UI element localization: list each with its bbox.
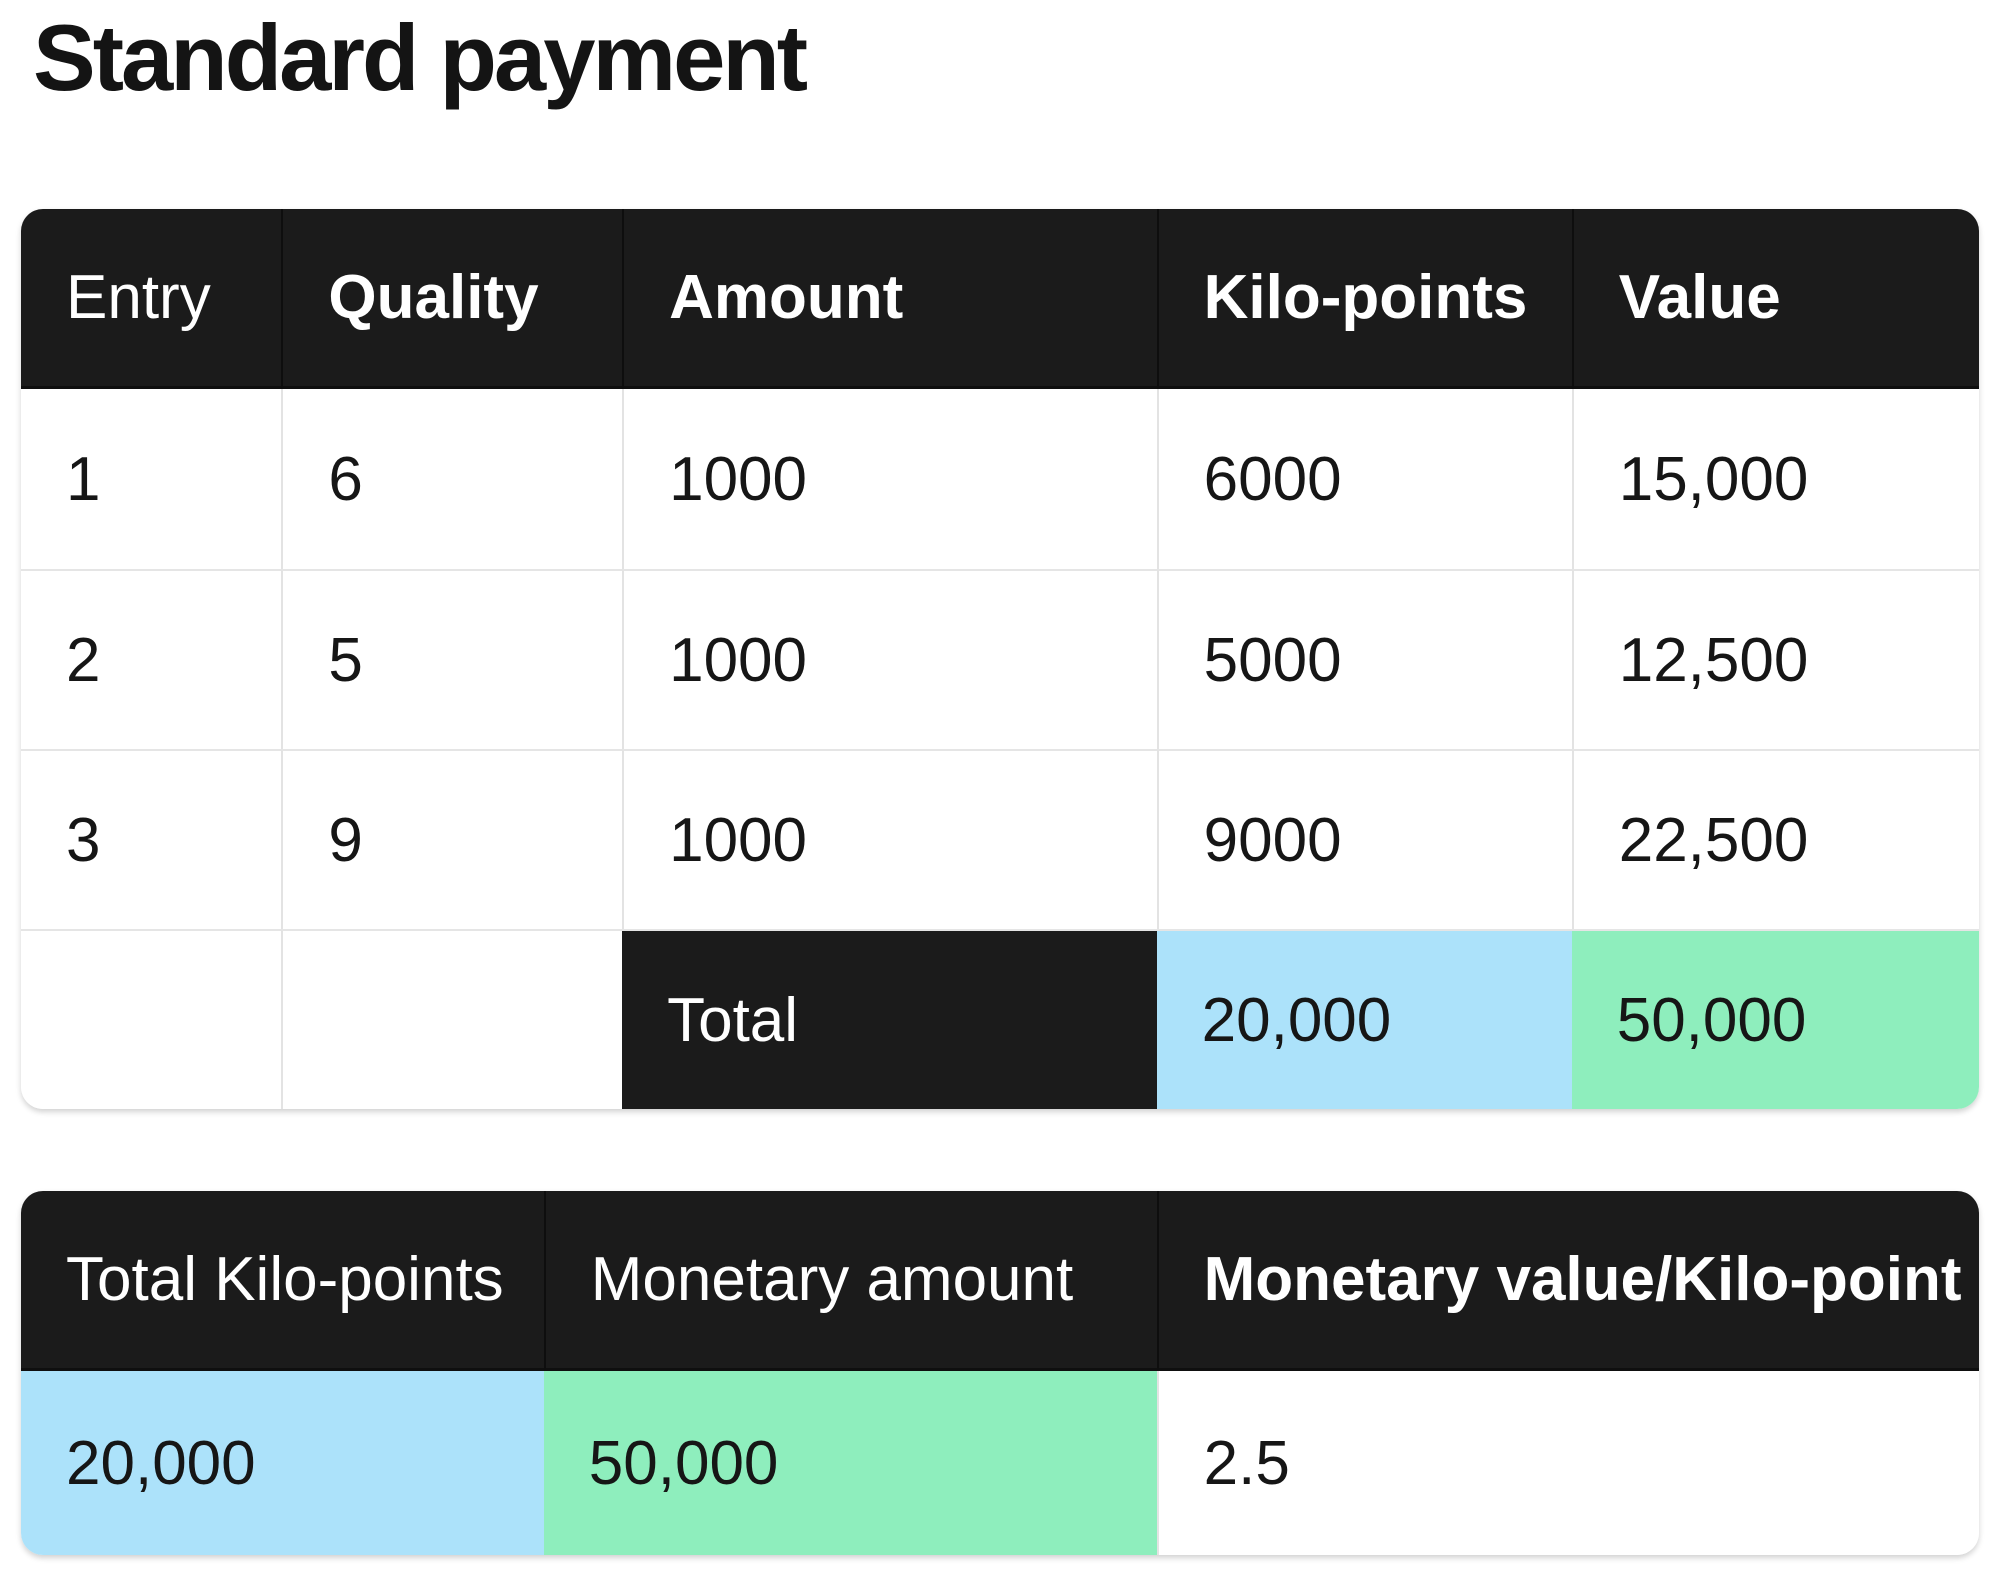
summary-monetary-value-cell: 2.5 [1156, 1371, 1979, 1556]
empty-cell [281, 929, 623, 1110]
column-header-value: Value [1571, 209, 1979, 390]
cell-entry: 3 [21, 749, 282, 930]
cell-entry: 1 [21, 389, 282, 570]
cell-quality: 6 [281, 389, 623, 570]
cell-amount: 1000 [622, 749, 1157, 930]
summary-monetary-amount-cell: 50,000 [543, 1371, 1157, 1556]
cell-amount: 1000 [622, 389, 1157, 570]
total-kilo-points-cell: 20,000 [1156, 929, 1572, 1110]
column-header-total-kilo-points: Total Kilo-points [21, 1191, 544, 1372]
cell-quality: 5 [281, 569, 623, 750]
total-label-cell: Total [622, 929, 1157, 1110]
table-row: 2 5 1000 5000 12,500 [21, 569, 1979, 750]
summary-total-kilo-points-cell: 20,000 [21, 1371, 544, 1556]
cell-value: 15,000 [1571, 389, 1979, 570]
payment-table-header: Entry Quality Amount Kilo-points Value [21, 209, 1979, 390]
table-row: 3 9 1000 9000 22,500 [21, 749, 1979, 930]
cell-kilo-points: 9000 [1156, 749, 1572, 930]
cell-amount: 1000 [622, 569, 1157, 750]
column-header-quality: Quality [281, 209, 623, 390]
cell-kilo-points: 5000 [1156, 569, 1572, 750]
cell-entry: 2 [21, 569, 282, 750]
cell-value: 22,500 [1571, 749, 1979, 930]
page-title: Standard payment [33, 5, 808, 110]
payment-table: Entry Quality Amount Kilo-points Value 1… [21, 209, 1979, 1110]
cell-quality: 9 [281, 749, 623, 930]
summary-row: 20,000 50,000 2.5 [21, 1371, 1979, 1556]
summary-table: Total Kilo-points Monetary amount Moneta… [21, 1191, 1979, 1556]
column-header-entry: Entry [21, 209, 282, 390]
total-value-cell: 50,000 [1571, 929, 1979, 1110]
column-header-monetary-value-per-kilo-point: Monetary value/Kilo-point [1156, 1191, 1979, 1372]
total-row: Total 20,000 50,000 [21, 929, 1979, 1110]
empty-cell [21, 929, 282, 1110]
column-header-monetary-amount: Monetary amount [543, 1191, 1157, 1372]
table-row: 1 6 1000 6000 15,000 [21, 389, 1979, 570]
cell-value: 12,500 [1571, 569, 1979, 750]
column-header-amount: Amount [622, 209, 1157, 390]
cell-kilo-points: 6000 [1156, 389, 1572, 570]
column-header-kilo-points: Kilo-points [1156, 209, 1572, 390]
summary-table-header: Total Kilo-points Monetary amount Moneta… [21, 1191, 1979, 1372]
